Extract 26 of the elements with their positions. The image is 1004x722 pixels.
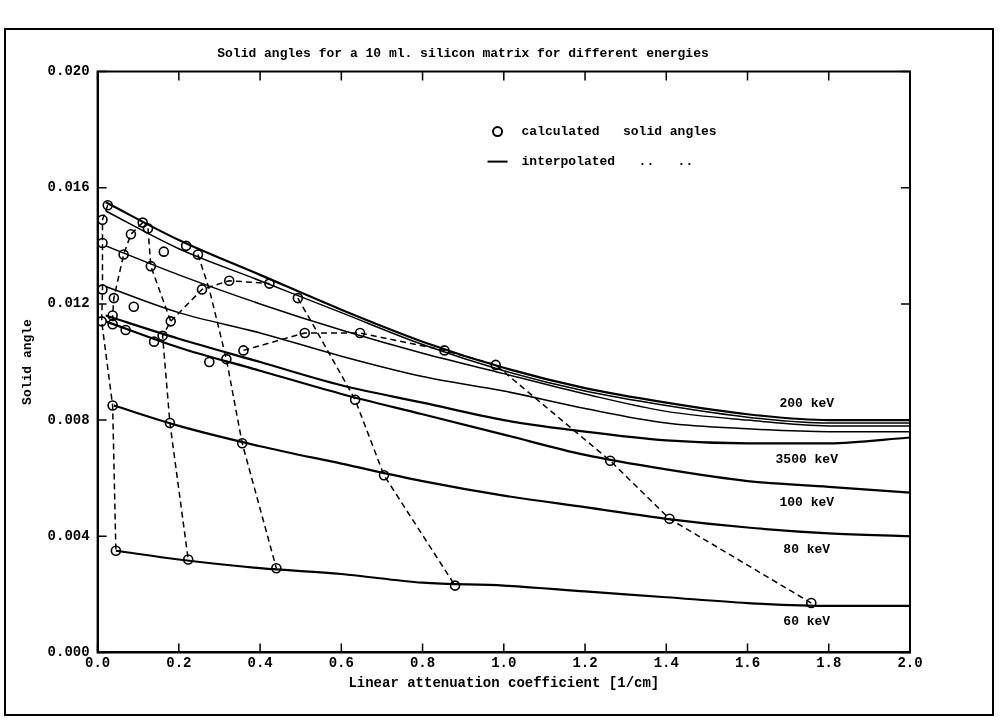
y-tick-label: 0.004 bbox=[47, 527, 90, 544]
legend-label: calculated solid angles bbox=[521, 123, 717, 139]
y-tick-label: 0.012 bbox=[47, 295, 90, 312]
x-tick-label: 0.8 bbox=[409, 655, 436, 672]
y-tick-label: 0.020 bbox=[47, 63, 90, 80]
x-tick-label: 1.2 bbox=[572, 655, 598, 672]
x-tick-label: 1.6 bbox=[734, 655, 761, 672]
x-tick-label: 1.8 bbox=[816, 655, 842, 672]
x-tick-label: 1.0 bbox=[491, 655, 517, 672]
x-tick-label: 0.0 bbox=[85, 655, 111, 672]
series-label: 3500 keV bbox=[775, 451, 839, 467]
y-axis-title: Solid angle bbox=[20, 318, 36, 405]
series-label: 200 keV bbox=[779, 396, 835, 412]
x-axis-title: Linear attenuation coefficient [1/cm] bbox=[348, 675, 660, 692]
x-tick-label: 1.4 bbox=[653, 655, 679, 672]
series-label: 60 keV bbox=[783, 614, 831, 630]
y-tick-label: 0.016 bbox=[47, 179, 90, 196]
series-label: 80 keV bbox=[783, 541, 831, 557]
x-tick-label: 0.6 bbox=[328, 655, 354, 672]
x-tick-label: 0.2 bbox=[166, 655, 192, 672]
x-tick-label: 2.0 bbox=[897, 655, 923, 672]
annotation: interpolated .. .. bbox=[521, 153, 694, 169]
x-tick-label: 0.4 bbox=[247, 655, 273, 672]
series-label: 100 keV bbox=[779, 495, 835, 511]
y-tick-label: 0.008 bbox=[47, 411, 90, 428]
chart-title: Solid angles for a 10 ml. silicon matrix for different energies bbox=[217, 46, 709, 62]
